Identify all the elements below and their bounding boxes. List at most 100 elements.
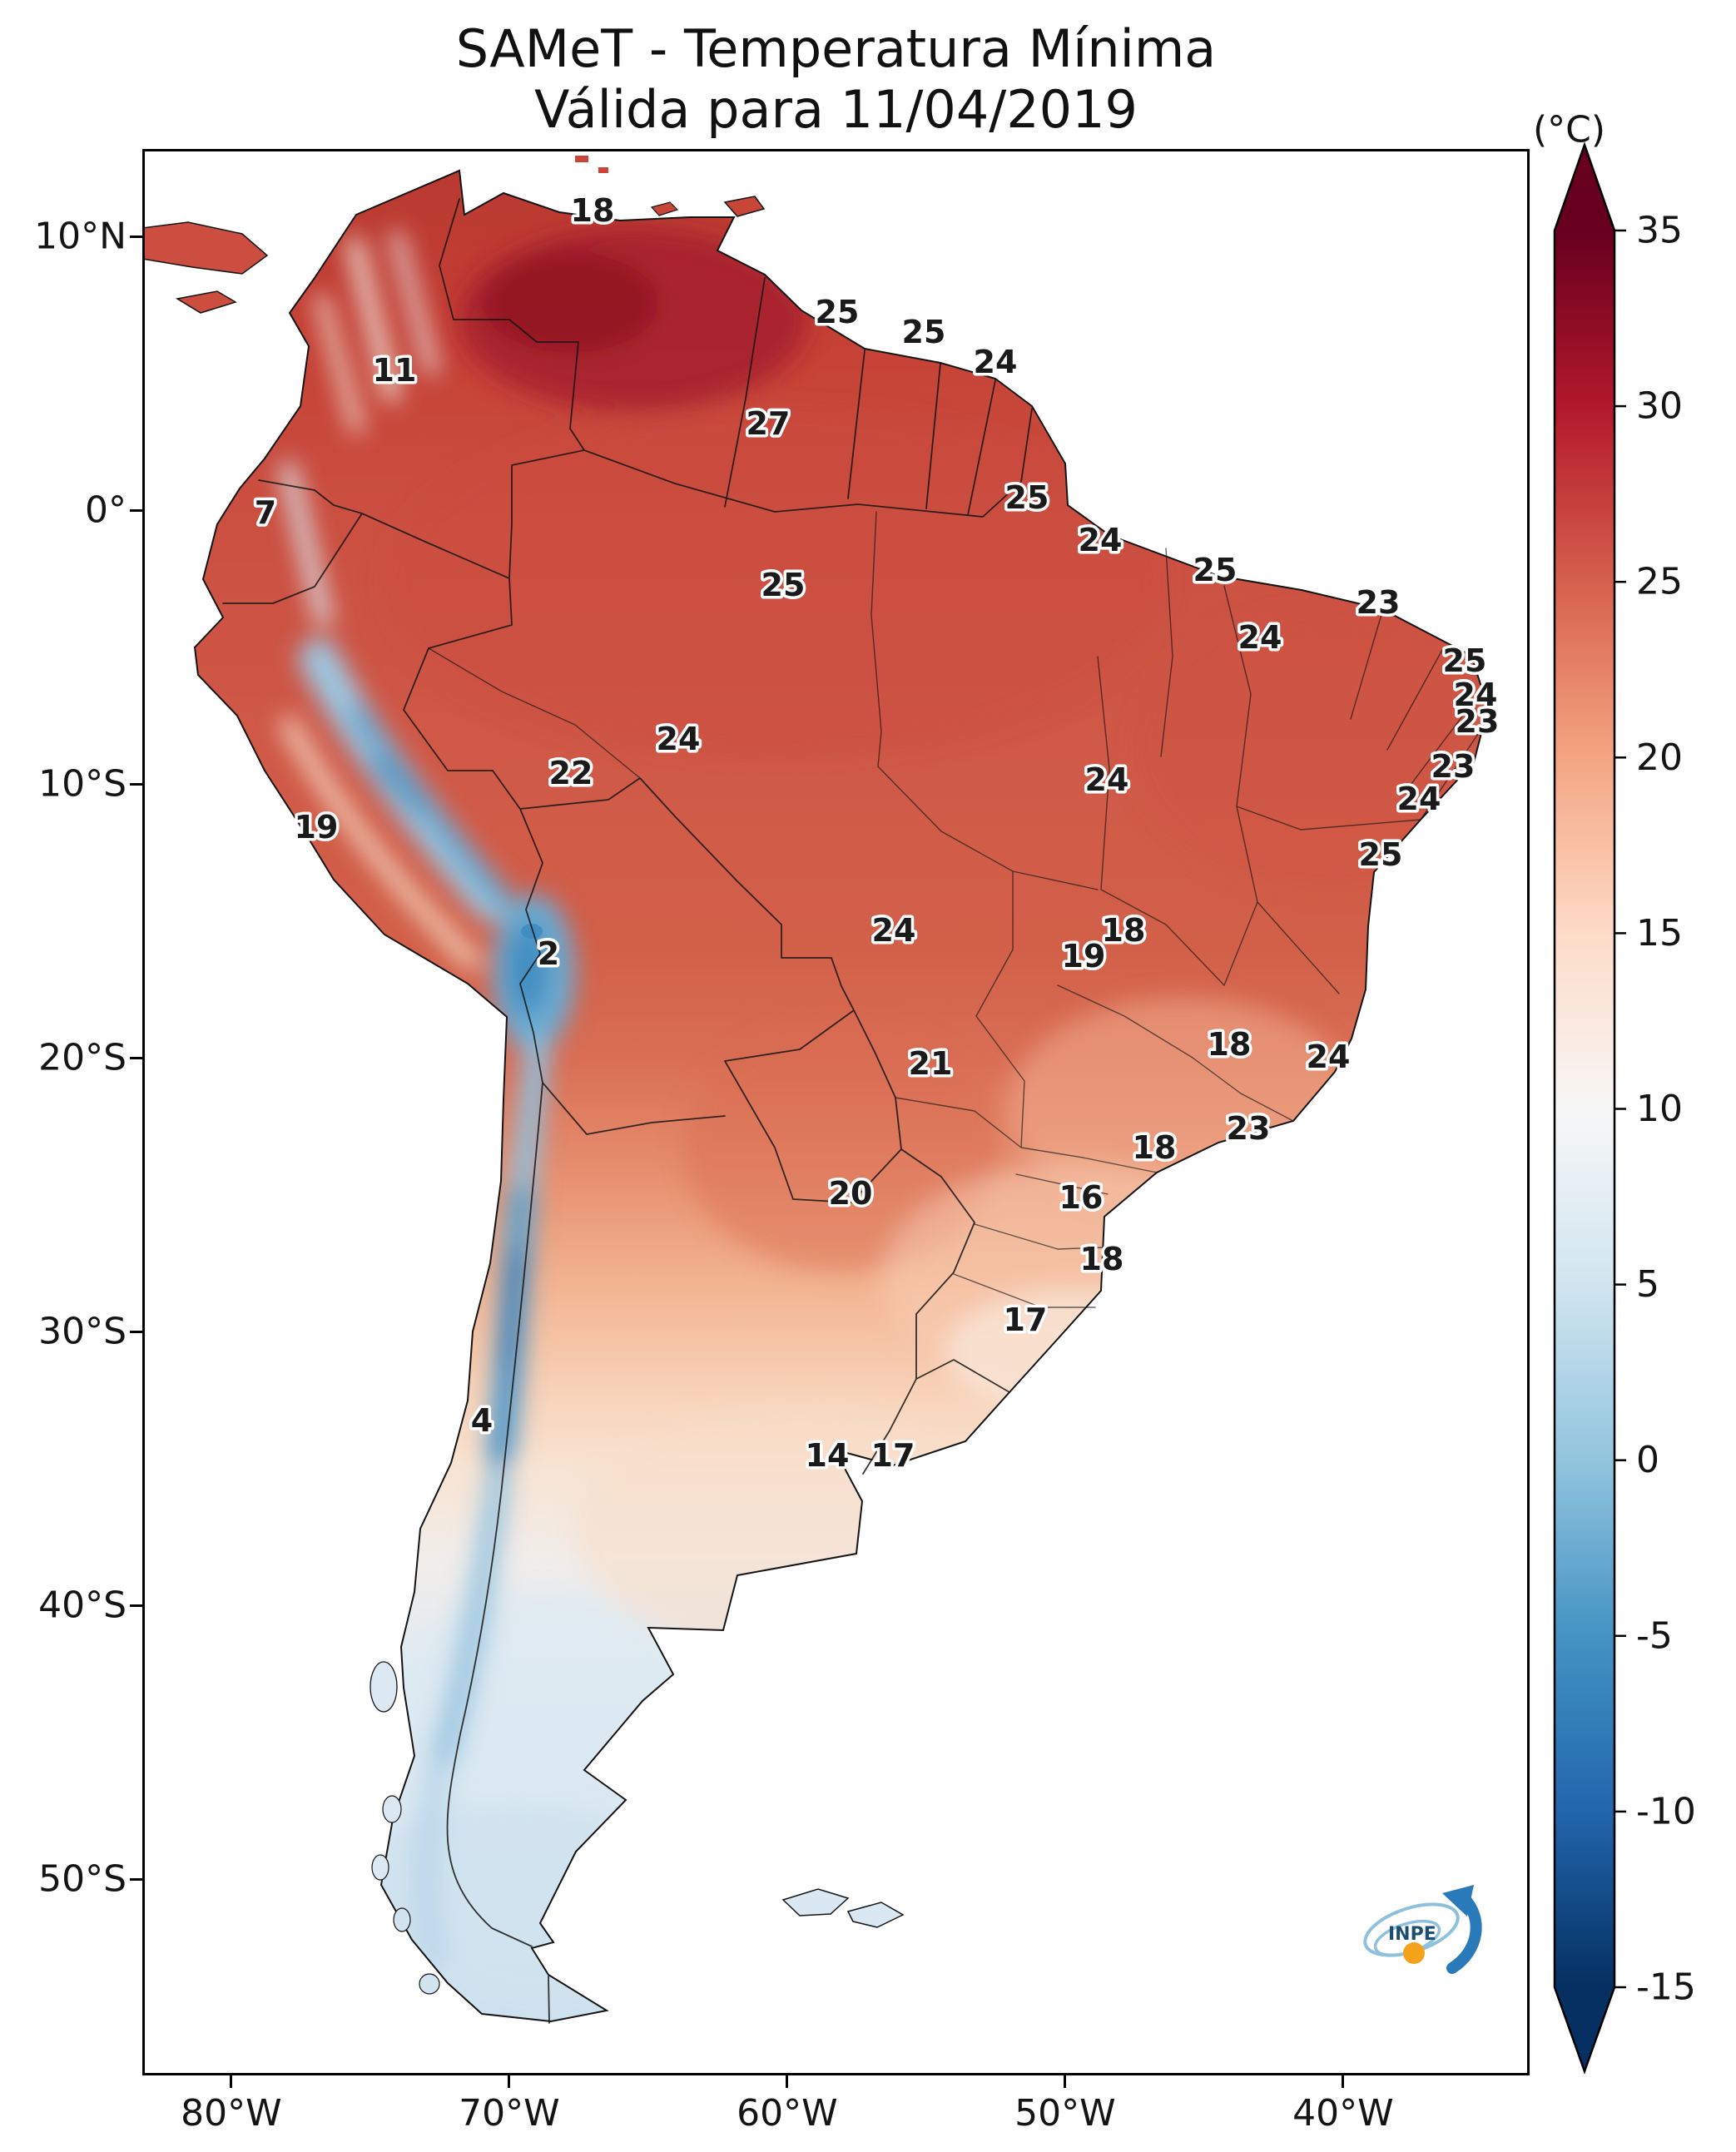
- station-temp-label: 19: [295, 809, 339, 845]
- colorbar-gradient: [1555, 231, 1614, 1987]
- station-temp-label: 25: [1443, 642, 1487, 679]
- x-axis-tick-label: 40°W: [1292, 2092, 1394, 2135]
- x-axis-tick-label: 70°W: [459, 2092, 560, 2135]
- station-temp-label: 19: [1062, 938, 1106, 974]
- x-axis-tick-mark: [1342, 2075, 1345, 2088]
- station-temp-label: 17: [1004, 1302, 1048, 1338]
- station-temp-label: 18: [1208, 1026, 1252, 1063]
- x-axis-tick-label: 60°W: [737, 2092, 838, 2135]
- station-temp-label: 20: [829, 1175, 873, 1212]
- station-temp-label: 24: [657, 721, 701, 757]
- warm-anomaly-blobs: [300, 228, 1488, 2021]
- station-temp-label: 23: [1456, 703, 1500, 740]
- station-temp-label: 16: [1059, 1179, 1104, 1216]
- title-line-1: SAMeT - Temperatura Mínima: [455, 18, 1217, 79]
- station-temp-label: 25: [902, 314, 946, 350]
- inpe-satellite-dot-icon: [1403, 1942, 1425, 1964]
- station-temp-label: 24: [1454, 677, 1498, 713]
- station-temp-label: 7: [255, 494, 276, 531]
- station-temp-label: 4: [471, 1402, 493, 1439]
- y-axis-tick-label: 50°S: [38, 1857, 126, 1901]
- y-axis-tick-mark: [130, 235, 142, 238]
- island: [575, 156, 588, 162]
- station-temp-label: 21: [909, 1045, 953, 1082]
- island: [382, 1795, 402, 1823]
- station-temp-label: 17: [871, 1437, 915, 1474]
- colorbar-tick-label: -15: [1636, 1966, 1696, 2009]
- x-axis-tick-label: 50°W: [1014, 2092, 1116, 2135]
- station-temp-label: 25: [761, 567, 806, 603]
- station-temp-label: 11: [373, 352, 417, 389]
- colorbar-unit-label: (°C): [1533, 109, 1605, 151]
- island: [175, 290, 237, 314]
- y-axis-tick-mark: [130, 1330, 142, 1333]
- station-temp-label: 18: [1080, 1241, 1124, 1277]
- station-temp-label: 24: [974, 344, 1018, 380]
- state-borders: [428, 511, 1481, 1308]
- y-axis-tick-mark: [130, 508, 142, 512]
- station-temp-label: 24: [1238, 619, 1282, 656]
- inpe-logo-text: INPE: [1388, 1924, 1436, 1945]
- station-temp-label: 25: [816, 294, 860, 330]
- y-axis-tick-label: 10°S: [38, 762, 126, 806]
- country-borders: [222, 198, 1033, 2024]
- map-plot-area: 18 25 25 24 11 27 7 25 24 25 25 23 24 25 24 23 24 22 23 24 2…: [141, 149, 1530, 2075]
- station-temp-label: 18: [571, 192, 615, 229]
- station-temp-label: 2: [538, 935, 559, 972]
- temperature-field: [280, 228, 1488, 2021]
- colorbar-tick-label: 30: [1636, 385, 1683, 428]
- island: [141, 221, 269, 275]
- island: [723, 196, 766, 217]
- x-axis-tick-label: 80°W: [181, 2092, 282, 2135]
- island: [781, 1888, 850, 1916]
- island: [598, 167, 608, 173]
- station-temp-label: 27: [746, 405, 791, 442]
- colorbar-extend-bottom: [1555, 1987, 1614, 2071]
- south-america-map: [141, 156, 1489, 2024]
- station-temp-label: 25: [1359, 836, 1403, 873]
- y-axis-tick-label: 30°S: [38, 1310, 126, 1353]
- station-temp-label: 18: [1102, 912, 1146, 949]
- colorbar-tick-label: 10: [1636, 1088, 1683, 1130]
- station-temp-label: 25: [1193, 552, 1238, 588]
- plot-frame: [142, 149, 1530, 2075]
- y-axis-tick-label: 0°: [85, 488, 126, 532]
- figure-title: SAMeT - Temperatura Mínima Válida para 1…: [142, 18, 1530, 140]
- x-axis-tick-mark: [786, 2075, 789, 2088]
- island: [419, 1973, 440, 1995]
- station-temp-label: 24: [1085, 761, 1129, 798]
- station-temp-label: 23: [1227, 1110, 1271, 1147]
- station-temp-label: 23: [1357, 584, 1401, 621]
- y-axis-tick-mark: [130, 1056, 142, 1059]
- colorbar-extend-top: [1555, 145, 1614, 231]
- station-temp-label: 24: [1079, 522, 1123, 558]
- station-temp-label: 25: [1005, 479, 1049, 516]
- station-temp-label: 23: [1431, 748, 1476, 785]
- title-line-2: Válida para 11/04/2019: [534, 79, 1138, 141]
- lake-titicaca: [521, 924, 543, 939]
- colorbar-tick-label: 20: [1636, 736, 1683, 779]
- station-temp-label: 22: [549, 755, 593, 791]
- y-axis-tick-label: 20°S: [38, 1036, 126, 1079]
- islands: [141, 156, 905, 1995]
- x-axis-tick-mark: [230, 2075, 233, 2088]
- station-temp-label: 18: [1133, 1129, 1177, 1166]
- colorbar-tick-label: 15: [1636, 912, 1683, 955]
- colorbar-tick-label: 5: [1636, 1263, 1659, 1306]
- station-temp-label: 24: [872, 912, 916, 949]
- island: [370, 1661, 398, 1713]
- island: [650, 201, 679, 216]
- colorbar-tick-label: -5: [1636, 1614, 1673, 1657]
- y-axis-tick-label: 10°N: [34, 215, 126, 258]
- station-temp-label: 24: [1307, 1039, 1351, 1075]
- colorbar-tick-label: 25: [1636, 561, 1683, 603]
- station-temp-label: 14: [806, 1437, 850, 1474]
- inpe-logo: INPE: [1363, 1885, 1482, 1974]
- colorbar-tick-label: 35: [1636, 210, 1683, 252]
- y-axis-tick-mark: [130, 782, 142, 786]
- colorbar-tick-label: -10: [1636, 1790, 1696, 1832]
- station-temp-label: 24: [1397, 781, 1441, 817]
